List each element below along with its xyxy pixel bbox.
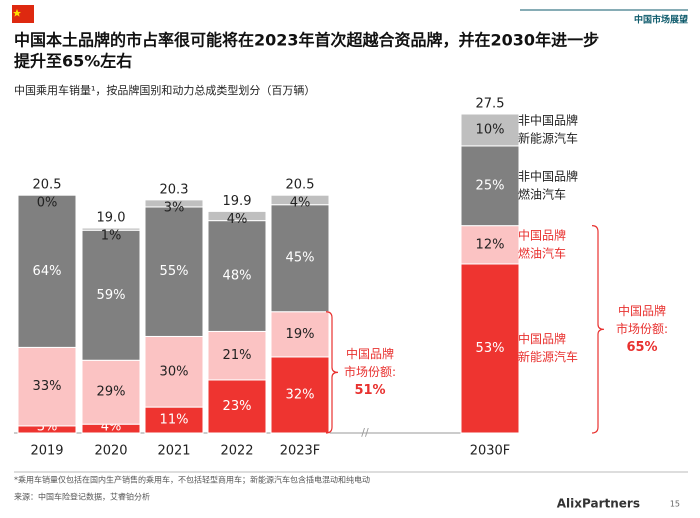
bar-segment bbox=[270, 204, 330, 313]
bar-segment bbox=[207, 330, 267, 381]
segment-label: 32% bbox=[286, 387, 315, 402]
bar-segment bbox=[144, 335, 204, 408]
bar-segment bbox=[81, 227, 141, 231]
segment-label: 19% bbox=[286, 327, 315, 342]
segment-label: 64% bbox=[33, 264, 62, 279]
bar-segment bbox=[17, 194, 77, 348]
x-tick-label: 2030F bbox=[470, 444, 511, 459]
segment-label: 55% bbox=[160, 264, 189, 279]
legend-label: 非中国品牌 bbox=[518, 112, 578, 127]
segment-label: 48% bbox=[223, 269, 252, 284]
header: 中国市场展望 bbox=[634, 14, 688, 26]
annotation: 市场份额: bbox=[616, 321, 668, 336]
legend-label: 燃油汽车 bbox=[518, 186, 566, 201]
bar-segment bbox=[270, 356, 330, 434]
total-label: 20.5 bbox=[33, 178, 62, 193]
bar-segment bbox=[81, 229, 141, 361]
bar-segment bbox=[144, 199, 204, 208]
segment-label: 12% bbox=[476, 237, 505, 252]
segment-label: 10% bbox=[476, 122, 505, 137]
bar-segment bbox=[207, 210, 267, 222]
chart-title: 中国本土品牌的市占率很可能将在2023年首次超越合资品牌，并在2030年进一步 bbox=[14, 31, 599, 50]
x-tick-label: 2021 bbox=[157, 444, 190, 459]
bracket bbox=[591, 225, 605, 434]
total-label: 20.5 bbox=[286, 178, 315, 193]
bar-segment bbox=[270, 194, 330, 206]
segment-label: 33% bbox=[33, 379, 62, 394]
segment-label: 29% bbox=[97, 385, 126, 400]
flag-star bbox=[13, 9, 21, 17]
bar-segment bbox=[270, 311, 330, 358]
total-label: 19.0 bbox=[97, 211, 126, 226]
total-label: 20.3 bbox=[160, 182, 189, 197]
x-tick-label: 2019 bbox=[30, 444, 63, 459]
legend-label: 新能源汽车 bbox=[518, 130, 578, 145]
bar-segment bbox=[17, 346, 77, 427]
segment-label: 45% bbox=[286, 251, 315, 266]
annotation: 中国品牌 bbox=[618, 303, 666, 318]
segment-label: 53% bbox=[476, 341, 505, 356]
segment-label: 3% bbox=[164, 200, 185, 215]
bar-segment bbox=[460, 113, 520, 147]
bar-segment bbox=[460, 263, 520, 434]
chart-title: 提升至65%左右 bbox=[14, 52, 132, 71]
bar-segment bbox=[144, 406, 204, 434]
legend-label: 燃油汽车 bbox=[518, 245, 566, 260]
bar-segment bbox=[144, 206, 204, 337]
x-tick-label: 2023F bbox=[280, 444, 321, 459]
x-tick-label: 2022 bbox=[220, 444, 253, 459]
bar-segment bbox=[207, 220, 267, 332]
legend-label: 非中国品牌 bbox=[518, 168, 578, 183]
footnote: *乘用车销量仅包括在国内生产销售的乘用车，不包括轻型商用车；新能源汽车包含插电混… bbox=[14, 475, 370, 485]
legend-label: 中国品牌 bbox=[518, 331, 566, 346]
segment-label: 4% bbox=[227, 212, 248, 227]
bar-segment bbox=[81, 359, 141, 425]
segment-label: 30% bbox=[160, 364, 189, 379]
x-tick-label: 2020 bbox=[94, 444, 127, 459]
segment-label: 11% bbox=[160, 413, 189, 428]
annotation-value: 65% bbox=[626, 340, 657, 355]
total-label: 27.5 bbox=[476, 97, 505, 112]
annotation: 中国品牌 bbox=[346, 346, 394, 361]
page-number: 15 bbox=[670, 500, 680, 509]
segment-label: 21% bbox=[223, 348, 252, 363]
segment-label: 4% bbox=[290, 196, 311, 211]
total-label: 19.9 bbox=[223, 194, 252, 209]
bar-segment bbox=[460, 145, 520, 227]
logo: AlixPartners bbox=[557, 497, 640, 511]
bracket bbox=[325, 311, 339, 434]
segment-label: 59% bbox=[97, 288, 126, 303]
source: 来源：中国车险登记数据，艾睿铂分析 bbox=[14, 492, 150, 502]
legend-label: 新能源汽车 bbox=[518, 349, 578, 364]
bar-segment bbox=[207, 379, 267, 434]
segment-label: 23% bbox=[223, 399, 252, 414]
chart-subtitle: 中国乘用车销量¹，按品牌国别和动力总成类型划分（百万辆） bbox=[14, 83, 315, 97]
segment-label: 0% bbox=[37, 196, 58, 211]
segment-label: 25% bbox=[476, 178, 505, 193]
segment-label: 1% bbox=[101, 229, 122, 244]
annotation-value: 51% bbox=[354, 383, 385, 398]
legend-label: 中国品牌 bbox=[518, 227, 566, 242]
annotation: 市场份额: bbox=[344, 364, 396, 379]
axis-break: // bbox=[361, 426, 369, 439]
flag bbox=[12, 5, 34, 23]
